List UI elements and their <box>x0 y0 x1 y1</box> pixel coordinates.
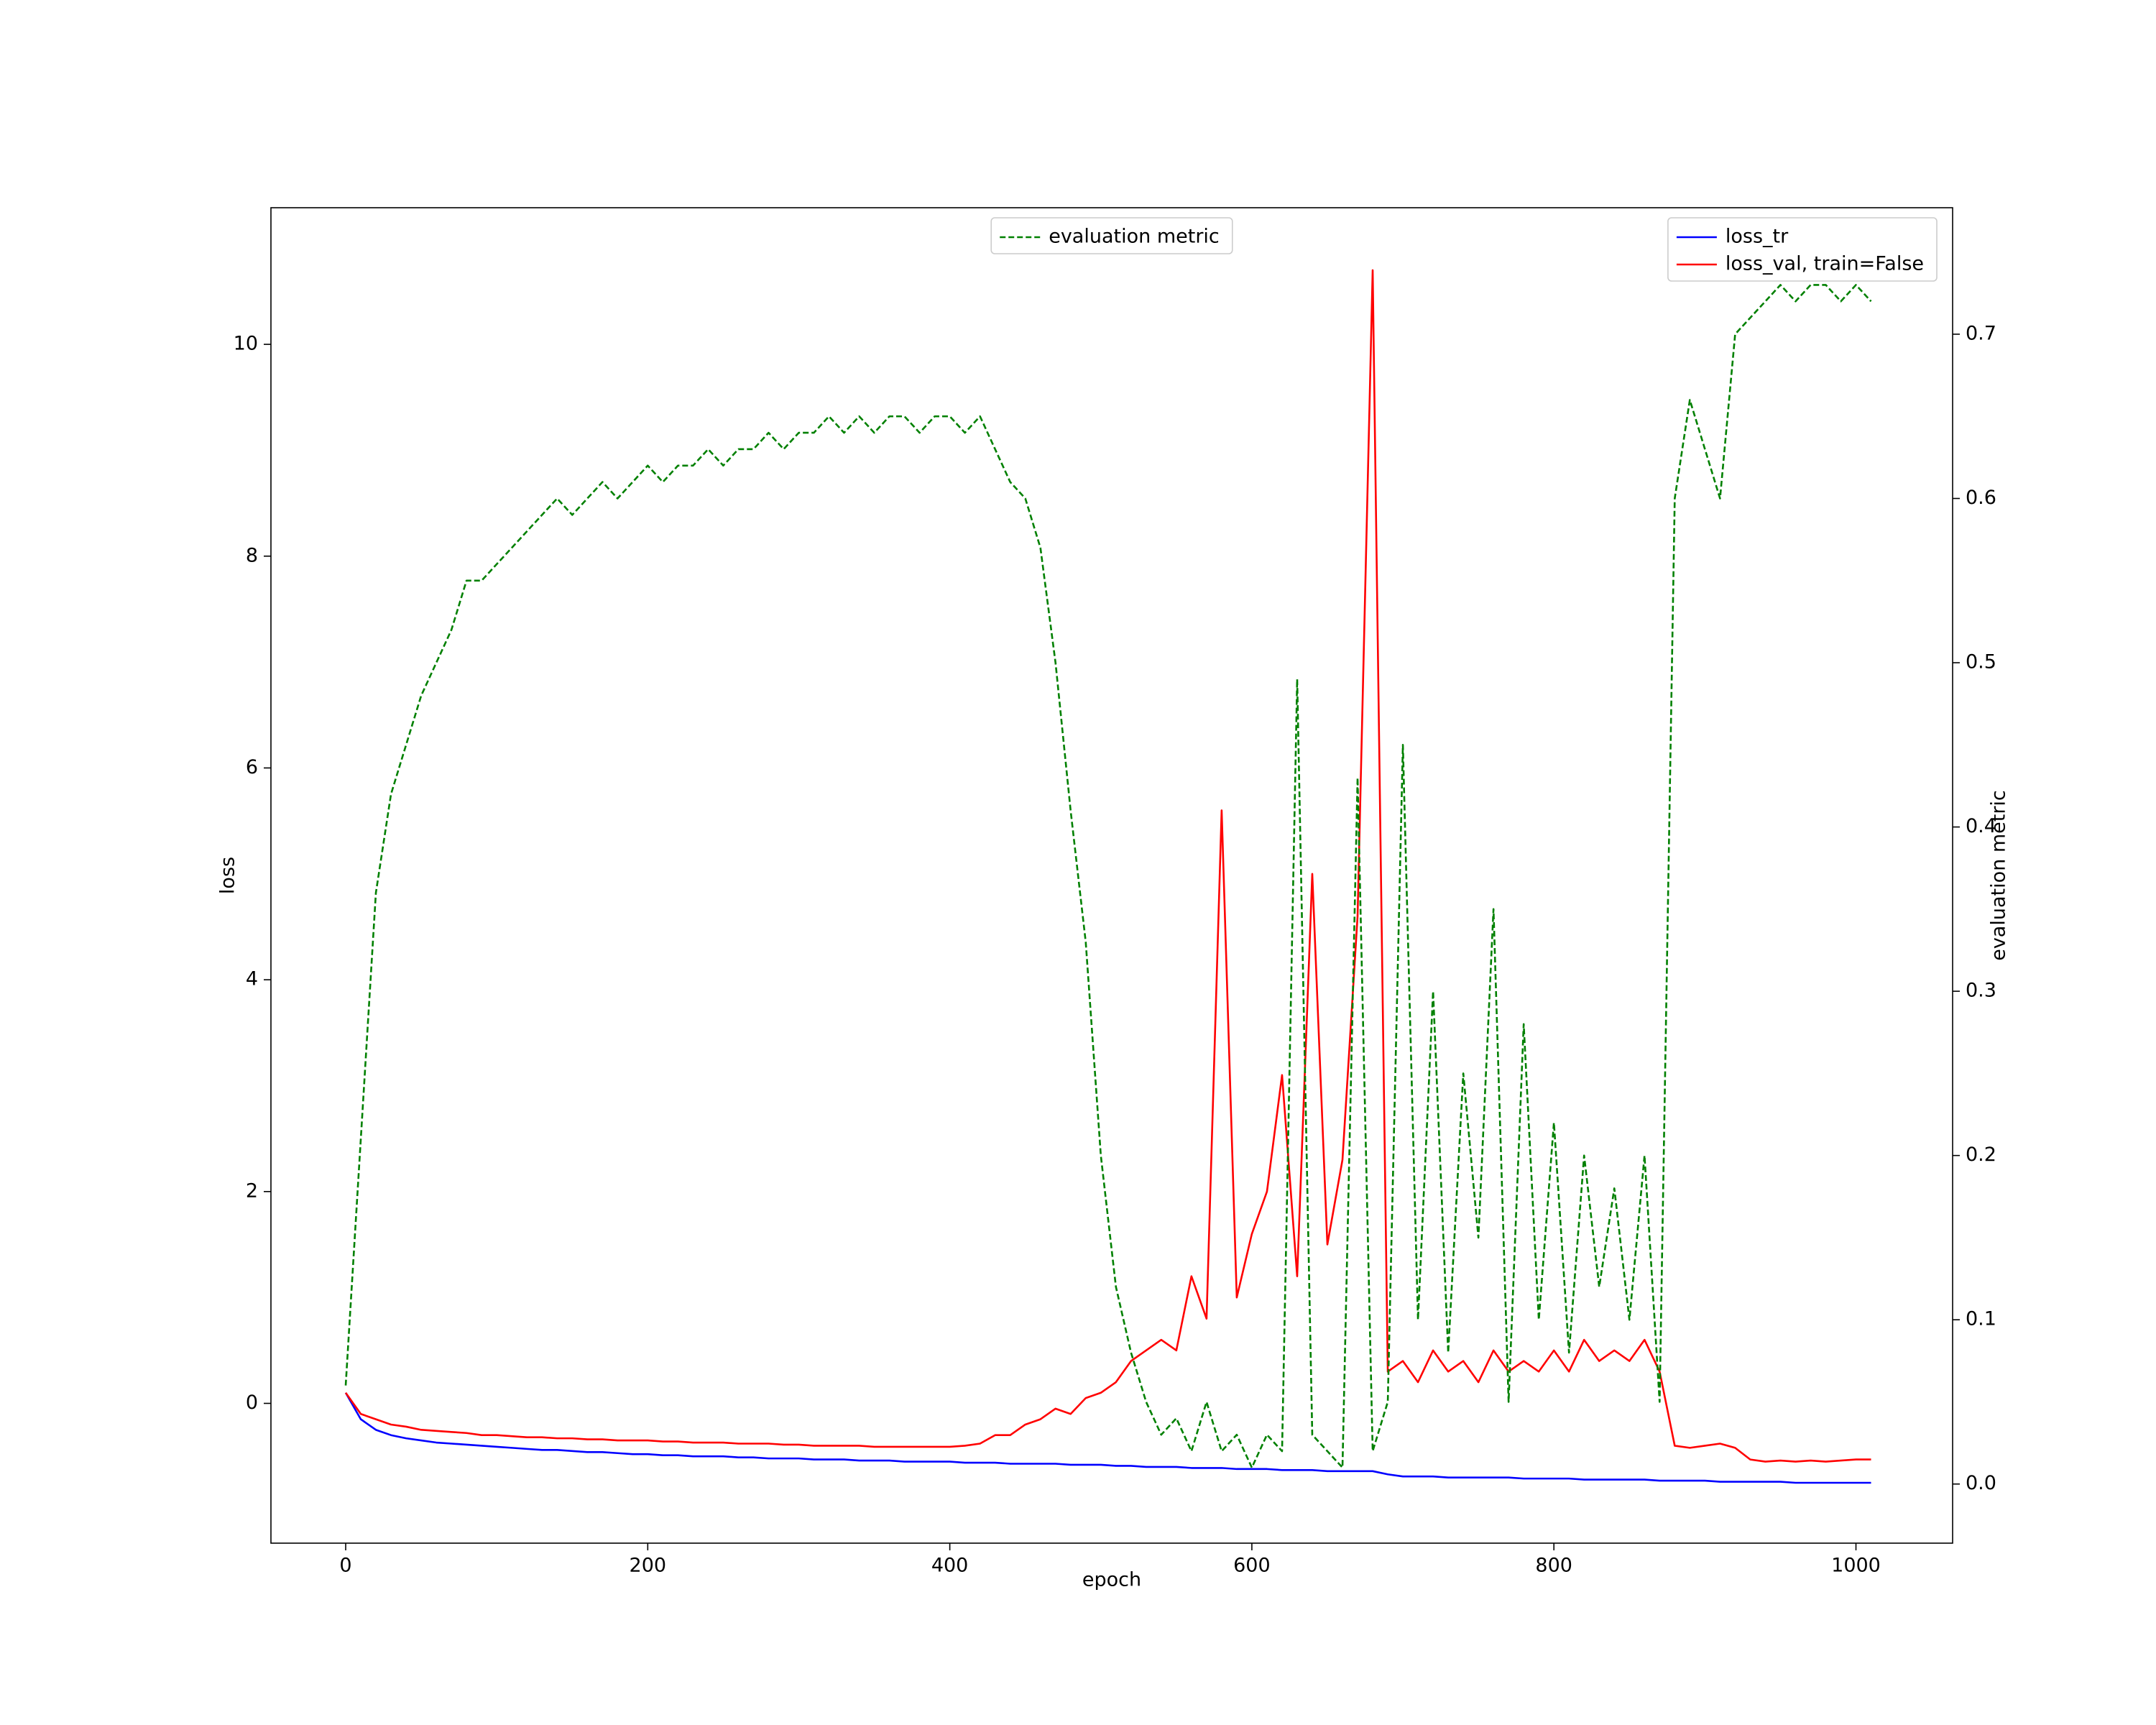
y-axis-label: loss <box>217 857 239 894</box>
plot-area <box>344 269 1872 1484</box>
legend-label: loss_tr <box>1726 226 1789 248</box>
x-axis-label: epoch <box>1082 1569 1141 1591</box>
y2-tick-label: 0.3 <box>1966 980 1996 1002</box>
x-tick-label: 200 <box>630 1555 667 1577</box>
y-tick-label: 0 <box>246 1392 258 1414</box>
legend: evaluation metric <box>990 217 1233 254</box>
legend: loss_tr loss_val, train=False <box>1667 217 1938 282</box>
legend-box <box>1667 217 1938 282</box>
x-tick-label: 800 <box>1535 1555 1572 1577</box>
x-tick-label: 400 <box>931 1555 969 1577</box>
x-tick-label: 600 <box>1233 1555 1271 1577</box>
line-series <box>344 284 1872 1469</box>
legend-label: loss_val, train=False <box>1726 253 1924 275</box>
legend-label: evaluation metric <box>1049 226 1220 248</box>
line-series <box>344 269 1871 1463</box>
y2-tick-label: 0.0 <box>1966 1472 1996 1494</box>
y2-axis-label: evaluation metric <box>1988 790 2010 961</box>
y-tick-label: 10 <box>234 333 258 355</box>
x-tick-label: 1000 <box>1831 1555 1881 1577</box>
y-tick-label: 8 <box>246 544 258 566</box>
y2-tick-label: 0.5 <box>1966 651 1996 673</box>
y2-tick-label: 0.1 <box>1966 1308 1996 1330</box>
y2-tick-label: 0.4 <box>1966 815 1996 837</box>
y2-tick-label: 0.7 <box>1966 322 1996 344</box>
legend-box <box>990 217 1233 254</box>
y2-tick-label: 0.2 <box>1966 1144 1996 1166</box>
line-series <box>344 1392 1871 1484</box>
y-tick-label: 4 <box>246 968 258 990</box>
x-tick-label: 0 <box>339 1555 351 1577</box>
axes-frame <box>270 207 1953 1544</box>
y2-tick-label: 0.6 <box>1966 487 1996 509</box>
y-tick-label: 6 <box>246 756 258 778</box>
y-tick-label: 2 <box>246 1179 258 1202</box>
